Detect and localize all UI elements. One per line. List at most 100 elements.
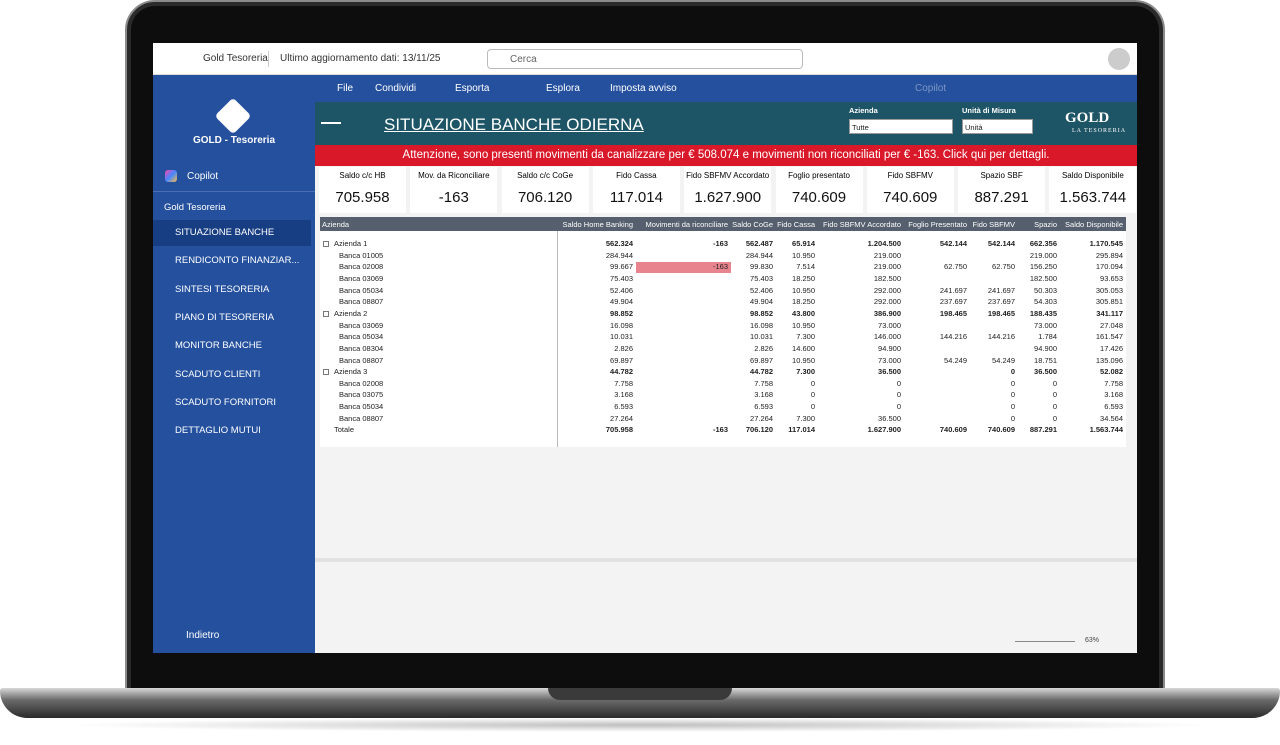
kpi-value: 706.120	[517, 189, 573, 206]
column-header[interactable]: Azienda	[320, 217, 557, 231]
nav-item[interactable]: DETTAGLIO MUTUI	[175, 425, 261, 437]
cell: 18.250	[792, 273, 815, 283]
cell: -163	[712, 425, 728, 435]
column-header[interactable]: Movimenti da riconciliare	[636, 217, 731, 231]
cell: 49.904	[750, 297, 773, 307]
toolbar-copilot[interactable]: Copilot	[915, 83, 947, 94]
expand-toggle[interactable]	[323, 369, 329, 376]
filter-dropdown[interactable]: Unità	[962, 119, 1033, 134]
cell: 0	[1010, 367, 1015, 377]
alert-banner[interactable]: Attenzione, sono presenti movimenti da c…	[315, 145, 1137, 166]
cell: 54.249	[992, 355, 1015, 365]
data-table: Azienda Saldo Home Banking Movimenti da ri…	[320, 217, 1126, 447]
cell: 3.168	[754, 390, 773, 400]
update-info[interactable]: Ultimo aggiornamento dati: 13/11/25	[280, 53, 441, 64]
row-label: Banca 05034	[339, 285, 384, 295]
cell: 0	[1052, 402, 1057, 412]
cell: 44.782	[610, 367, 633, 377]
nav-item[interactable]: RENDICONTO FINANZIAR...	[175, 255, 300, 267]
column-header[interactable]: Foglio Presentato	[904, 217, 970, 231]
cell: 94.900	[878, 343, 901, 353]
cell: 16.098	[610, 320, 633, 330]
kpi-card[interactable]: Foglio presentato 740.609	[775, 167, 863, 213]
cell: 27.048	[1100, 320, 1123, 330]
sidebar: GOLD - Tesoreria Copilot Gold Tesoreria …	[153, 75, 315, 653]
brand-logo	[214, 97, 252, 135]
nav-item[interactable]: SITUAZIONE BANCHE	[153, 220, 311, 246]
row-label: Azienda 2	[334, 308, 368, 318]
row-label: Banca 03075	[339, 390, 384, 400]
column-header[interactable]: Saldo Home Banking	[557, 217, 636, 231]
cell: 7.514	[796, 262, 815, 272]
cell: 341.117	[1096, 308, 1123, 318]
kpi-label: Fido SBFMV Accordato	[686, 171, 770, 180]
cell: 0	[896, 390, 901, 400]
nav-item[interactable]: MONITOR BANCHE	[175, 340, 262, 352]
cell: 1.170.545	[1089, 239, 1123, 248]
cell: 6.593	[1104, 402, 1123, 412]
cell: 219.000	[873, 250, 901, 260]
row-label: Totale	[334, 425, 355, 435]
cell: 7.300	[796, 413, 815, 423]
column-header[interactable]: Fido SBFMV Accordato	[818, 217, 904, 231]
cell: 1.627.900	[867, 425, 901, 435]
column-header[interactable]: Fido Cassa	[776, 217, 818, 231]
kpi-card[interactable]: Fido SBFMV Accordato 1.627.900	[684, 167, 772, 213]
cell: 10.950	[792, 355, 815, 365]
nav-item[interactable]: SINTESI TESORERIA	[175, 283, 270, 295]
filter-dropdown[interactable]: Tutte	[849, 119, 953, 134]
cell: 0	[1010, 402, 1015, 412]
column-header[interactable]: Spazio SBF	[1018, 217, 1060, 238]
cell: 49.904	[610, 297, 633, 307]
cell: 7.758	[1104, 378, 1123, 388]
cell: 292.000	[873, 297, 901, 307]
app-name[interactable]: Gold Tesoreria	[203, 53, 268, 64]
toolbar-button[interactable]: Esporta	[455, 83, 490, 94]
cell: 7.758	[614, 378, 633, 388]
cell: 69.897	[610, 355, 633, 365]
cell: 10.950	[792, 250, 815, 260]
kpi-card[interactable]: Spazio SBF 887.291	[958, 167, 1046, 213]
brand: GOLD - Tesoreria	[192, 135, 276, 146]
cell: 2.826	[754, 343, 773, 353]
toolbar-button[interactable]: Imposta avviso	[610, 83, 677, 94]
back-arrow[interactable]	[321, 122, 341, 124]
report-title[interactable]: SITUAZIONE BANCHE ODIERNA	[384, 115, 644, 134]
kpi-card[interactable]: Saldo c/c CoGe 706.120	[501, 167, 589, 213]
cell: 219.000	[873, 262, 901, 272]
kpi-card[interactable]: Saldo c/c HB 705.958	[319, 167, 406, 213]
zoom-level[interactable]: 63%	[1085, 637, 1100, 644]
cell: 182.500	[1029, 273, 1057, 283]
row-label: Azienda 3	[334, 367, 368, 377]
cell: 27.264	[750, 413, 773, 423]
expand-toggle[interactable]	[323, 310, 329, 317]
divider	[153, 191, 315, 192]
cell: 18.751	[1034, 355, 1057, 365]
copilot[interactable]: Copilot	[187, 171, 219, 182]
toolbar-button[interactable]: Condividi	[375, 83, 417, 94]
nav-item[interactable]: PIANO DI TESORERIA	[175, 311, 275, 323]
toolbar-button[interactable]: File	[337, 83, 354, 94]
cell: 1.784	[1038, 332, 1057, 342]
section[interactable]: Gold Tesoreria	[164, 202, 226, 213]
kpi-label: Mov. da Riconciliare	[418, 171, 490, 180]
column-header[interactable]: Saldo CoGe	[731, 217, 776, 231]
avatar[interactable]	[1108, 48, 1130, 70]
row-label: Banca 05034	[339, 402, 384, 412]
column-header[interactable]: Fido SBFMV	[970, 217, 1018, 231]
kpi-card[interactable]: Fido Cassa 117.014	[592, 167, 680, 213]
nav-item[interactable]: SCADUTO FORNITORI	[175, 396, 276, 408]
toolbar-button[interactable]: Esplora	[546, 83, 580, 94]
expand-toggle[interactable]	[323, 241, 329, 247]
kpi-card[interactable]: Saldo Disponibile 1.563.744	[1049, 167, 1137, 213]
back[interactable]: Indietro	[186, 630, 220, 641]
column-header[interactable]: Saldo Disponibile	[1060, 217, 1126, 231]
nav-item[interactable]: SCADUTO CLIENTI	[175, 368, 261, 380]
kpi-card[interactable]: Mov. da Riconciliare -163	[410, 167, 498, 213]
zoom-slider[interactable]	[1015, 641, 1075, 642]
cell: 73.000	[878, 355, 901, 365]
kpi-card[interactable]: Fido SBFMV 740.609	[866, 167, 954, 213]
cell: 10.950	[792, 285, 815, 295]
search-box[interactable]: Cerca	[487, 49, 803, 69]
